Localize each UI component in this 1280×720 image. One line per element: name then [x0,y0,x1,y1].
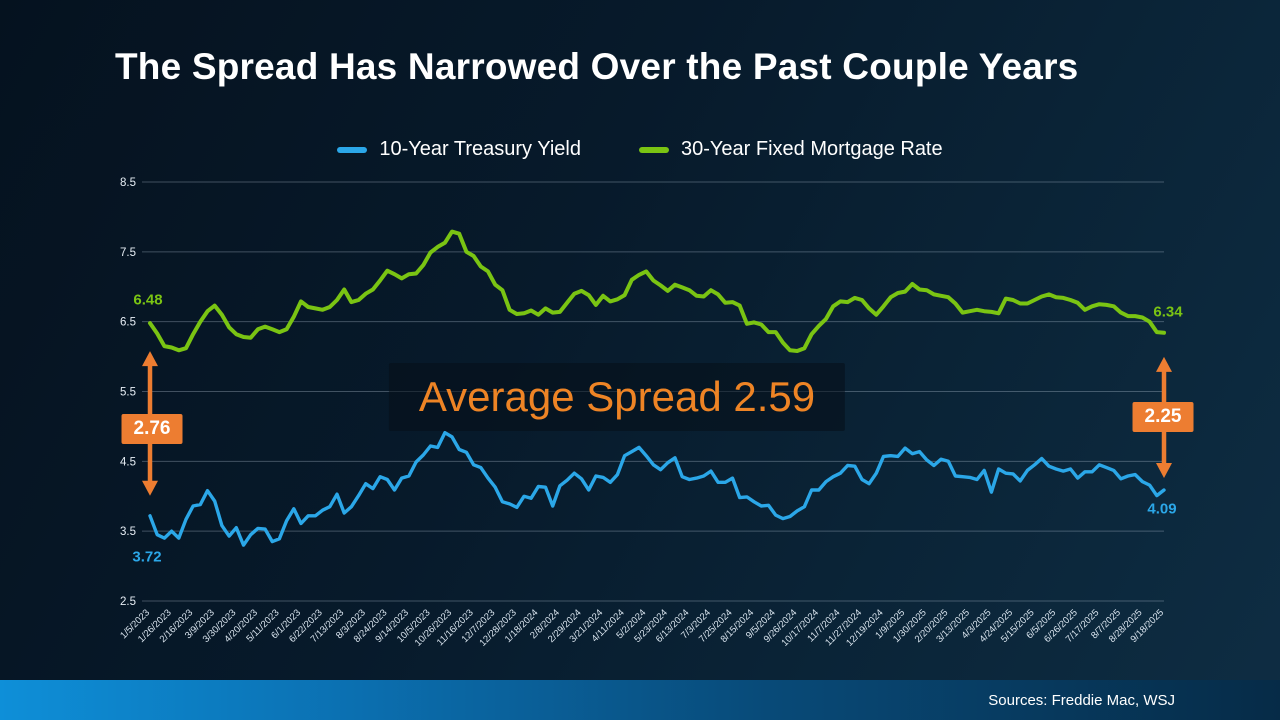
sources-text: Sources: Freddie Mac, WSJ [988,691,1175,709]
y-axis-tick-label: 3.5 [120,526,136,538]
left-spread-arrow-head-down [142,480,158,496]
mortgage-rate-line [148,229,1166,353]
right-spread-arrow-head-down [1156,462,1172,478]
treasury-start-value: 3.72 [132,548,162,566]
y-axis-tick-label: 4.5 [120,456,136,468]
y-axis-tick-label: 5.5 [120,387,136,399]
legend-label-mortgage: 30-Year Fixed Mortgage Rate [680,138,943,160]
right-spread-arrow-head-up [1156,356,1172,372]
y-axis-tick-label: 2.5 [120,596,136,608]
y-axis-tick-label: 8.5 [120,177,136,189]
page-title: The Spread Has Narrowed Over the Past Co… [115,46,1079,87]
treasury-line-swatch [337,146,368,153]
legend-item-mortgage: 30-Year Fixed Mortgage Rate [638,138,943,161]
legend-item-treasury: 10-Year Treasury Yield [337,138,581,161]
legend-label-treasury: 10-Year Treasury Yield [379,138,581,160]
mortgage-end-value: 6.34 [1153,303,1183,321]
right-spread-badge: 2.25 [1132,402,1194,433]
chart-legend: 10-Year Treasury Yield 30-Year Fixed Mor… [0,138,1280,161]
footer-bar: Sources: Freddie Mac, WSJ [0,680,1280,720]
treasury-yield-line [148,431,1166,547]
mortgage-line-swatch [638,146,669,153]
average-spread-label: Average Spread 2.59 [388,363,846,431]
y-axis-tick-label: 7.5 [120,247,136,259]
y-axis-tick-label: 6.5 [120,317,136,329]
treasury-end-value: 4.09 [1147,500,1177,518]
left-spread-badge: 2.76 [121,414,183,445]
left-spread-arrow-head-up [142,351,158,367]
mortgage-start-value: 6.48 [133,291,163,309]
